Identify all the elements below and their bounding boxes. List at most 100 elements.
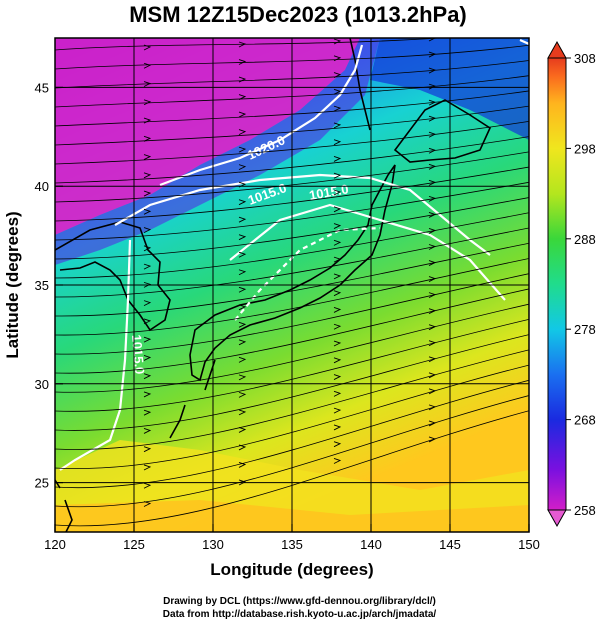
- streamline-arrow: [333, 72, 342, 78]
- streamline-arrow: [333, 223, 342, 229]
- streamline-arrow: [238, 164, 247, 171]
- streamline-arrow: [238, 339, 247, 346]
- colorbar-tick-label: 258: [574, 503, 596, 518]
- streamline-arrow: [143, 227, 152, 233]
- streamline-arrow: [143, 318, 152, 325]
- streamline-arrow: [143, 501, 152, 507]
- y-tick-label: 25: [35, 476, 49, 491]
- streamline-arrow: [143, 373, 152, 380]
- colorbar: 258 268 278 288 298 308: [547, 40, 596, 528]
- streamline-arrow: [428, 436, 437, 443]
- streamline-arrow: [428, 179, 437, 186]
- streamline-arrow: [333, 239, 342, 246]
- y-tick-label: 30: [35, 377, 49, 392]
- streamline: [55, 288, 529, 374]
- streamline-arrow: [428, 372, 437, 379]
- isobars: [59, 38, 529, 471]
- map-plot-area: 1020.0 1015.0 1015.0 1015.0: [55, 38, 529, 532]
- streamline-arrow: [333, 38, 342, 45]
- streamline-arrow: [238, 199, 247, 206]
- streamline-arrow: [333, 172, 342, 179]
- streamline-arrow: [428, 211, 437, 218]
- colorbar-bottom-arrow: [547, 509, 567, 528]
- streamline-arrow: [143, 99, 152, 106]
- streamline-arrow: [238, 374, 247, 381]
- x-tick-label: 150: [518, 537, 540, 552]
- streamline-arrow: [428, 131, 437, 138]
- streamline-arrow: [333, 55, 342, 62]
- streamline-arrow: [428, 51, 437, 58]
- streamline-arrow: [333, 189, 342, 196]
- streamline-arrow: [333, 441, 342, 448]
- streamline-arrow: [143, 464, 152, 471]
- streamline-arrow: [428, 147, 437, 154]
- streamline-arrow: [333, 88, 342, 95]
- streamline: [55, 379, 529, 489]
- streamline-arrow: [333, 206, 342, 213]
- streamline: [55, 349, 529, 450]
- streamline: [55, 166, 529, 222]
- y-tick-label: 35: [35, 278, 49, 293]
- streamline-arrow: [428, 163, 437, 170]
- streamline-arrow: [143, 336, 152, 343]
- japan-main-islands: [189, 164, 396, 382]
- isobar-1015-east: [229, 203, 506, 301]
- streamline-arrow: [238, 462, 247, 468]
- streamline-arrow: [143, 354, 152, 361]
- streamline-arrow: [333, 458, 342, 464]
- streamline: [55, 120, 529, 165]
- isobar-edge: [519, 38, 529, 46]
- streamline-arrow: [238, 304, 247, 311]
- korea-china-coast: [55, 221, 171, 332]
- streamline-arrow: [428, 340, 437, 347]
- streamline-arrow: [238, 269, 247, 276]
- streamline-arrow: [428, 99, 437, 106]
- streamline-arrow: [238, 409, 247, 416]
- streamline-arrow: [143, 190, 152, 197]
- streamline-arrow: [428, 308, 437, 315]
- sakhalin-coast: [349, 38, 371, 131]
- streamline-arrow: [333, 407, 342, 414]
- streamline-arrow: [428, 388, 437, 395]
- streamline-arrow: [238, 59, 247, 65]
- streamline-arrow: [333, 357, 342, 364]
- streamline: [55, 227, 529, 298]
- streamline-arrow: [428, 38, 437, 42]
- streamline-arrow: [143, 208, 152, 215]
- y-tick-label: 40: [35, 179, 49, 194]
- streamline: [55, 105, 529, 146]
- x-tick-label: 140: [360, 537, 382, 552]
- streamline: [55, 44, 529, 70]
- streamline: [55, 242, 529, 317]
- streamline-arrow: [333, 424, 342, 431]
- streamline-arrow: [333, 273, 342, 280]
- streamline-arrow: [143, 154, 152, 160]
- streamline-arrow: [143, 44, 152, 51]
- streamline-arrow: [428, 67, 437, 74]
- x-tick-label: 135: [281, 537, 303, 552]
- streamline-arrow: [143, 391, 152, 398]
- colorbar-scale: [547, 57, 567, 511]
- credit-data: Data from http://database.rish.kyoto-u.a…: [162, 609, 437, 620]
- credit-drawing: Drawing by DCL (https://www.gfd-dennou.o…: [163, 596, 436, 607]
- streamline-arrow: [238, 234, 247, 241]
- colorbar-tick-label: 298: [574, 141, 596, 156]
- gridlines: [55, 38, 529, 532]
- streamline-arrow: [428, 292, 437, 299]
- streamline-arrow: [238, 76, 247, 83]
- y-tick-label: 45: [35, 80, 49, 95]
- streamline-arrow: [428, 228, 437, 234]
- streamline: [55, 273, 529, 355]
- isobar-1015-west: [59, 239, 132, 471]
- streamline-arrow: [238, 94, 247, 100]
- streamline: [55, 258, 529, 336]
- streamline-arrow: [333, 122, 342, 129]
- x-axis-title: Longitude (degrees): [210, 560, 373, 579]
- wind-streamlines: [55, 38, 529, 527]
- isobar-1015-north: [114, 173, 491, 256]
- streamline: [55, 395, 529, 508]
- colorbar-tick-label: 288: [574, 232, 596, 247]
- streamline-arrow: [143, 135, 152, 142]
- streamline-arrow: [428, 356, 437, 363]
